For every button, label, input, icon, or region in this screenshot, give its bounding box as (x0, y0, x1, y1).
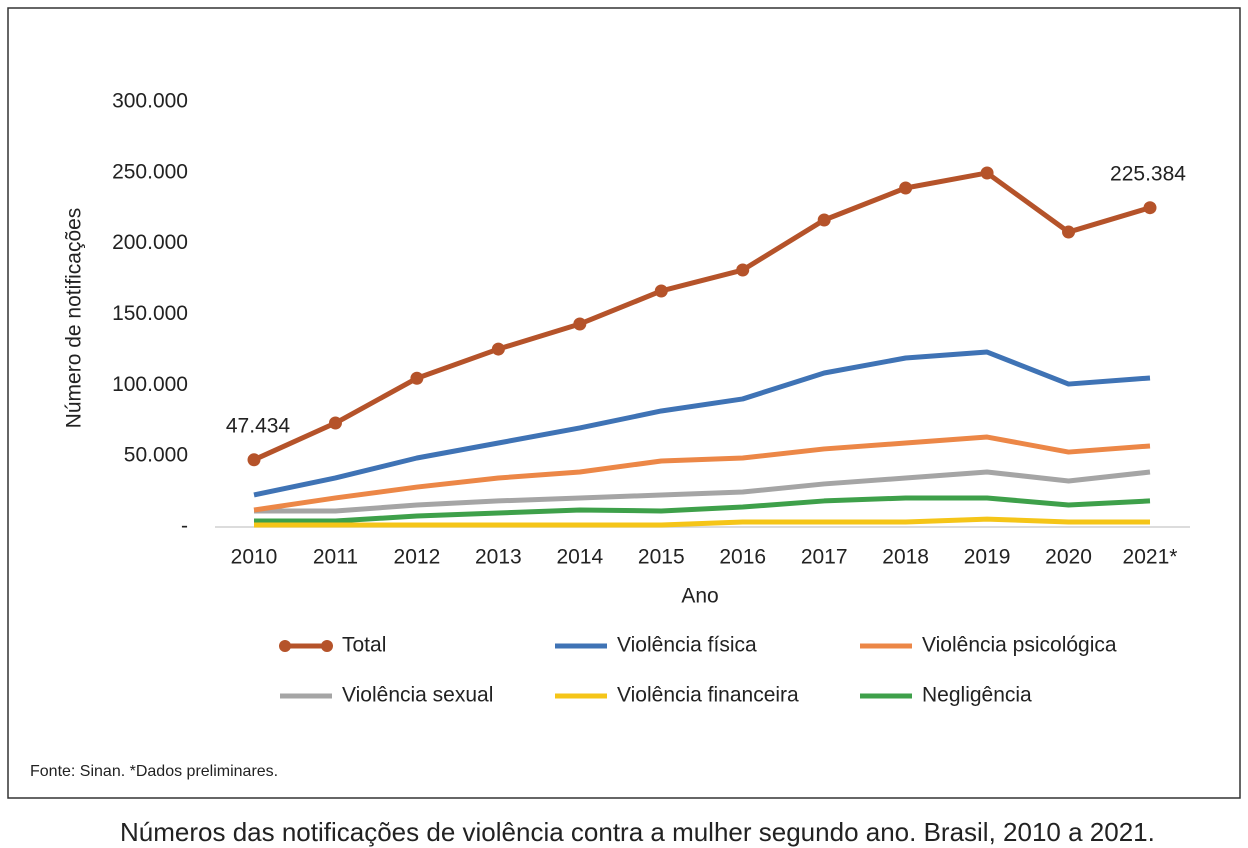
legend-label: Violência financeira (617, 684, 799, 707)
x-tick-label: 2019 (964, 546, 1011, 569)
data-point (980, 166, 994, 180)
series-line (254, 516, 1150, 528)
legend-marker (321, 640, 333, 652)
data-point (247, 453, 261, 467)
legend-label: Violência sexual (342, 684, 493, 707)
legend-label: Negligência (922, 684, 1032, 707)
series-line (254, 495, 1151, 524)
data-point (491, 342, 505, 356)
x-tick-label: 2011 (313, 546, 358, 569)
data-point (1062, 225, 1076, 239)
data-label: 47.434 (226, 414, 291, 437)
data-point (817, 213, 831, 227)
data-point (654, 284, 668, 298)
data-point (736, 263, 750, 277)
legend-label: Total (342, 634, 386, 657)
data-point (573, 317, 587, 331)
caption: Números das notificações de violência co… (120, 817, 1155, 847)
x-tick-label: 2021* (1123, 546, 1178, 569)
x-tick-label: 2017 (801, 546, 848, 569)
data-point (899, 181, 913, 195)
x-tick-label: 2016 (719, 546, 766, 569)
data-point (410, 371, 424, 385)
x-tick-label: 2010 (231, 546, 278, 569)
series-line (254, 469, 1151, 514)
x-tick-label: 2012 (394, 546, 441, 569)
x-tick-label: 2014 (556, 546, 603, 569)
x-tick-label: 2013 (475, 546, 522, 569)
data-point (1143, 201, 1157, 215)
legend-marker (279, 640, 291, 652)
series-line (252, 170, 1151, 463)
y-tick-label: 300.000 (112, 90, 188, 113)
source-note: Fonte: Sinan. *Dados preliminares. (30, 763, 278, 780)
x-tick-label: 2015 (638, 546, 685, 569)
y-tick-label: - (181, 515, 188, 538)
x-axis-title: Ano (681, 585, 718, 608)
y-tick-label: 50.000 (124, 444, 188, 467)
data-label: 225.384 (1110, 162, 1186, 185)
y-axis-title: Número de notificações (63, 208, 86, 429)
x-tick-label: 2018 (882, 546, 929, 569)
legend-label: Violência psicológica (922, 634, 1117, 657)
series-line (253, 349, 1151, 498)
y-tick-label: 100.000 (112, 373, 188, 396)
y-tick-label: 200.000 (112, 231, 188, 254)
y-tick-label: 150.000 (112, 302, 188, 325)
y-tick-label: 250.000 (112, 160, 188, 183)
legend-label: Violência física (617, 634, 757, 657)
x-tick-label: 2020 (1045, 546, 1092, 569)
series-line (253, 434, 1151, 513)
data-point (328, 416, 342, 430)
chart-frame (7, 7, 1241, 799)
